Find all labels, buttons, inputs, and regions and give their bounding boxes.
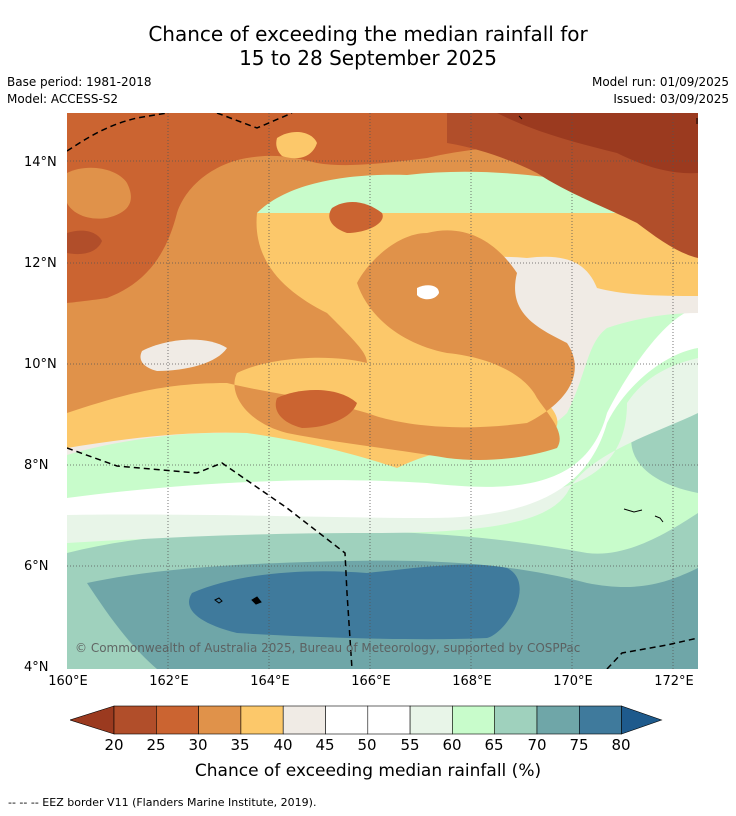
model-run: Model run: 01/09/2025 [591, 75, 729, 89]
band-30-35-patch-2 [275, 389, 357, 428]
band-30-35-patch [329, 201, 383, 233]
eez-border [67, 113, 353, 669]
gridlines [67, 113, 698, 669]
base-period: Base period: 1981-2018 [7, 75, 152, 89]
cb-tick-20: 20 [104, 736, 124, 754]
cb-tick-40: 40 [273, 736, 293, 754]
cb-tick-30: 30 [188, 736, 208, 754]
y-tick-8n: 8°N [24, 458, 49, 473]
colorbar-extend-low [70, 705, 115, 735]
y-tick-12n: 12°N [24, 256, 57, 271]
x-tick-160e: 160°E [48, 674, 88, 689]
band-75-80 [189, 564, 520, 640]
y-tick-4n: 4°N [24, 660, 49, 675]
x-tick-172e: 172°E [654, 674, 694, 689]
cb-tick-75: 75 [569, 736, 589, 754]
islands [214, 115, 698, 605]
colorbar-label: Chance of exceeding median rainfall (%) [194, 761, 542, 781]
colorbar [70, 705, 663, 735]
colorbar-segment [536, 705, 580, 735]
meta-left: Base period: 1981-2018 Model: ACCESS-S2 [7, 74, 152, 108]
title-line-2: 15 to 28 September 2025 [239, 46, 497, 70]
meta-right: Model run: 01/09/2025 Issued: 03/09/2025 [592, 74, 729, 108]
x-tick-170e: 170°E [553, 674, 593, 689]
colorbar-segment [452, 705, 495, 735]
band-50-55 [67, 308, 698, 518]
chart-title: Chance of exceeding the median rainfall … [0, 22, 736, 70]
y-tick-6n: 6°N [24, 559, 49, 574]
band-40-45-patch-2 [276, 131, 317, 159]
cb-tick-55: 55 [400, 736, 420, 754]
cb-tick-35: 35 [230, 736, 250, 754]
colorbar-segment [156, 705, 199, 735]
model-name: Model: ACCESS-S2 [7, 92, 119, 106]
cb-tick-45: 45 [315, 736, 335, 754]
x-tick-162e: 162°E [149, 674, 189, 689]
y-tick-10n: 10°N [24, 357, 57, 372]
colorbar-segment [367, 705, 411, 735]
colorbar-segment [325, 705, 369, 735]
colorbar-segment [409, 705, 453, 735]
eez-legend-note: -- -- -- EEZ border V11 (Flanders Marine… [8, 796, 317, 809]
band-30-35-west-island [67, 167, 131, 219]
colorbar-segment [578, 705, 622, 735]
band-40-45-patch [430, 395, 487, 427]
band-20-25 [497, 113, 698, 174]
issued-date: Issued: 03/09/2025 [613, 92, 729, 106]
colorbar-segment [282, 705, 326, 735]
band-25-30-west [67, 230, 102, 255]
y-tick-14n: 14°N [24, 155, 57, 170]
title-line-1: Chance of exceeding the median rainfall … [148, 22, 588, 46]
band-45-50-patch-2 [417, 285, 439, 300]
band-45-50-patch [140, 339, 227, 371]
cb-tick-65: 65 [484, 736, 504, 754]
colorbar-segment [198, 705, 242, 735]
cb-tick-70: 70 [527, 736, 547, 754]
colorbar-extend-high [621, 705, 663, 735]
band-35-40 [67, 113, 698, 460]
copyright-text: © Commonwealth of Australia 2025, Bureau… [75, 641, 581, 655]
eez-border-east [606, 637, 698, 669]
colorbar-segment [240, 705, 284, 735]
x-tick-164e: 164°E [250, 674, 290, 689]
cb-tick-60: 60 [442, 736, 462, 754]
colorbar-segment [494, 705, 538, 735]
colorbar-segment [113, 705, 157, 735]
cb-tick-25: 25 [146, 736, 166, 754]
x-tick-166e: 166°E [351, 674, 391, 689]
colorbar-segments [70, 705, 663, 735]
cb-tick-50: 50 [357, 736, 377, 754]
cb-tick-80: 80 [611, 736, 631, 754]
band-30-35 [67, 113, 697, 303]
x-tick-168e: 168°E [452, 674, 492, 689]
rainfall-map [67, 113, 698, 669]
